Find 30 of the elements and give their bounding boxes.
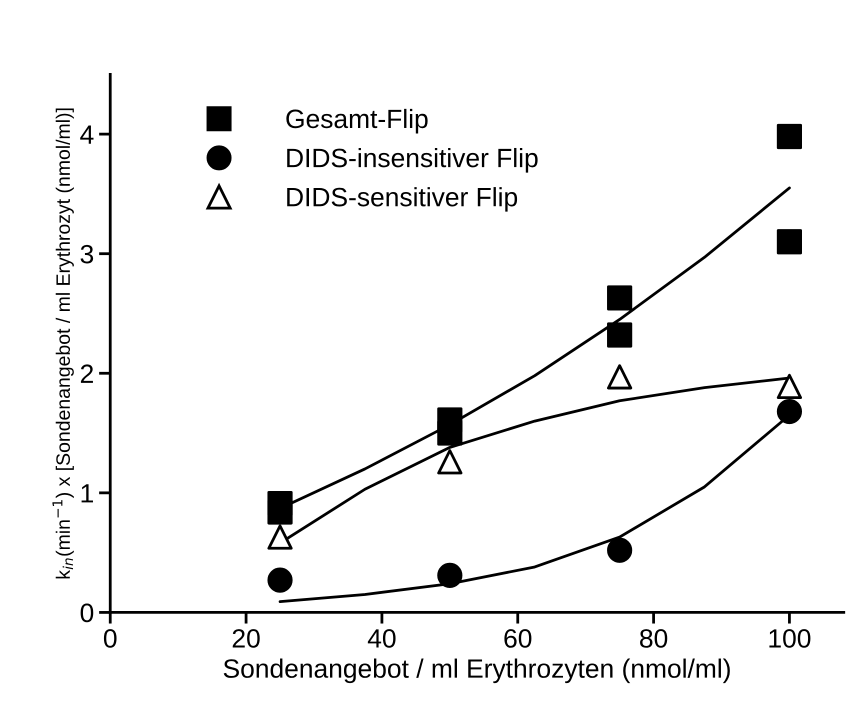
point	[437, 420, 462, 446]
y-axis-title: k$_{in}$(min$^{−1}$) x [Sondenangebot / ml Erythrozyt (nmol/ml)]	[52, 108, 74, 578]
y-tick-label: 0	[80, 604, 94, 622]
x-tick-label: 0	[104, 629, 117, 648]
x-tick-label: 80	[640, 629, 668, 648]
x-tick-label: 20	[232, 629, 260, 648]
point	[776, 229, 802, 254]
point	[607, 285, 632, 311]
point	[267, 524, 293, 550]
x-tick-label: 40	[368, 629, 396, 648]
y-tick-label: 3	[80, 244, 94, 264]
point	[267, 568, 293, 593]
point	[267, 499, 293, 525]
point	[437, 562, 462, 588]
point	[607, 322, 632, 348]
point	[776, 374, 802, 400]
point	[607, 364, 632, 390]
point	[437, 449, 462, 474]
legend-label: Gesamt-Flip	[286, 108, 428, 134]
x-axis-title: Sondenangebot / ml Erythrozyten (nmol/ml)	[224, 658, 730, 684]
legend-label: DIDS-insensitiver Flip	[287, 148, 538, 173]
point	[607, 538, 632, 563]
y-tick-label: 4	[80, 126, 94, 144]
y-tick-label: 2	[80, 364, 93, 383]
y-tick-label: 1	[82, 484, 93, 502]
legend-label: DIDS-sensitiver Flip	[287, 187, 518, 212]
x-tick-label: 100	[769, 629, 810, 648]
point	[776, 398, 802, 424]
point	[776, 124, 802, 150]
x-tick-label: 60	[504, 629, 532, 648]
